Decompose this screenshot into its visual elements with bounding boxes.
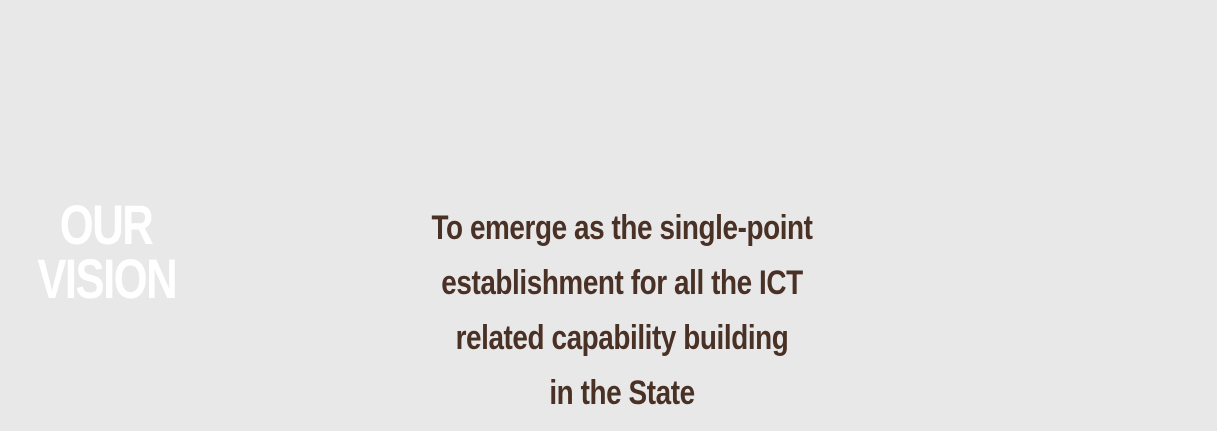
heading-line-1: OUR [59,193,154,257]
section-heading: OUR VISION [37,193,177,311]
statement-line-3: related capability building [455,319,789,357]
statement-line-1: To emerge as the single-point [431,209,813,247]
statement-line-4: in the State [549,374,695,412]
vision-statement: To emerge as the single-point establishm… [401,201,844,421]
heading-line-2: VISION [37,247,177,311]
statement-line-2: establishment for all the ICT [441,264,803,302]
